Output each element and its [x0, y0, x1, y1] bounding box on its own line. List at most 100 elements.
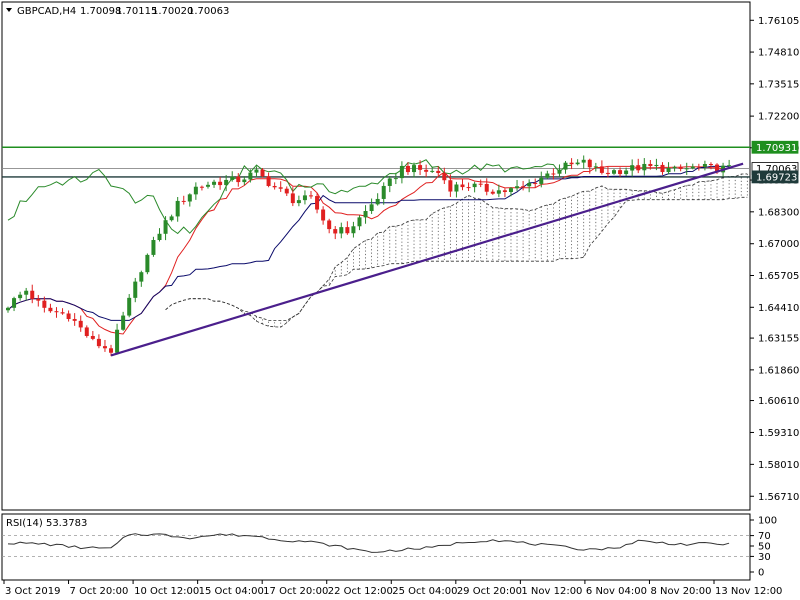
candle-body: [727, 165, 732, 167]
candle-body: [309, 195, 313, 197]
candle-body: [369, 204, 374, 212]
candle-body: [654, 164, 659, 167]
candle-body: [48, 307, 53, 312]
rsi-tick-label: 70: [758, 531, 771, 542]
candle-body: [218, 181, 223, 186]
price-badge: [751, 140, 799, 154]
rsi-line: [7, 533, 730, 553]
price-badge: [751, 170, 799, 184]
candle-body: [612, 170, 616, 174]
candle-body: [115, 329, 120, 353]
x-tick-label: 10 Oct 12:00: [134, 586, 199, 597]
candle-body: [618, 170, 623, 175]
x-tick-label: 17 Oct 20:00: [263, 586, 328, 597]
rsi-label: RSI(14) 53.3783: [6, 518, 87, 529]
candle-body: [78, 320, 83, 328]
rsi-tick-label: 30: [758, 552, 771, 563]
y-tick-label: 1.72200: [758, 112, 799, 123]
x-tick-label: 15 Oct 04:00: [199, 586, 264, 597]
candle-body: [527, 183, 532, 187]
tenkan-sen-line: [7, 165, 730, 335]
time-x-axis: 3 Oct 2019 7 Oct 20:00 10 Oct 12:00 15 Oct …: [3, 580, 782, 597]
rsi-line-group: [7, 533, 730, 553]
candle-body: [266, 176, 271, 186]
price-panel[interactable]: 1.761051.748101.735151.722001.709101.695…: [1, 1, 799, 511]
candle-body: [248, 172, 253, 180]
rsi-tick-label: 50: [758, 542, 771, 553]
rsi-tick-label: 0: [758, 568, 764, 579]
collapse-triangle-icon[interactable]: [6, 8, 12, 12]
candle-body: [145, 254, 150, 273]
candle-body: [630, 165, 635, 171]
candle-body: [515, 186, 520, 189]
price-badge-label: 1.70063: [756, 164, 797, 175]
candle-body: [648, 163, 653, 167]
candle-body: [236, 176, 241, 183]
candle-body: [393, 178, 398, 180]
candle-body: [296, 200, 301, 204]
candle-body: [357, 217, 362, 227]
candle-body: [642, 163, 647, 171]
candle-body: [199, 186, 204, 188]
y-tick-label: 1.58010: [758, 460, 799, 471]
x-tick-label: 22 Oct 12:00: [328, 586, 393, 597]
candle-body: [666, 167, 671, 173]
y-tick-label: 1.65705: [758, 271, 799, 282]
candle-body: [278, 187, 283, 189]
candle-body: [496, 190, 501, 194]
candle-body: [96, 338, 101, 347]
candle-body: [290, 193, 295, 204]
candle-body: [569, 162, 574, 165]
candle-body: [521, 186, 526, 188]
x-tick-label: 29 Oct 20:00: [457, 586, 522, 597]
candle-body: [624, 170, 629, 175]
candle-body: [127, 297, 132, 316]
ascending-trendline: [110, 162, 744, 357]
candle-body: [242, 179, 247, 183]
y-tick-label: 1.63155: [758, 334, 799, 345]
header-high: 1.70115: [116, 6, 157, 17]
candle-body: [139, 272, 144, 282]
candle-body: [90, 335, 95, 339]
candle-body: [599, 166, 604, 173]
price-y-axis: 1.761051.748101.735151.722001.709101.695…: [750, 16, 799, 503]
candles: [6, 155, 732, 357]
candle-body: [436, 170, 441, 174]
candle-body: [6, 307, 10, 311]
candle-body: [660, 164, 665, 173]
candle-body: [557, 169, 562, 174]
candle-body: [678, 166, 683, 169]
candle-body: [472, 183, 477, 188]
x-tick-label: 25 Oct 04:00: [392, 586, 457, 597]
candle-body: [575, 162, 580, 165]
candle-body: [690, 166, 695, 169]
candle-body: [102, 346, 107, 349]
candle-body: [448, 180, 453, 192]
price-badge-label: 1.69723: [756, 172, 797, 183]
candle-body: [254, 169, 259, 173]
header-open: 1.70098: [80, 6, 121, 17]
candle-body: [424, 169, 429, 172]
y-tick-label: 1.74810: [758, 48, 799, 59]
candle-body: [109, 348, 114, 353]
candle-body: [42, 300, 47, 308]
candle-body: [230, 176, 235, 180]
candle-body: [581, 159, 586, 163]
candle-body: [36, 298, 41, 301]
candle-body: [284, 188, 289, 194]
candle-body: [84, 327, 89, 336]
candle-body: [315, 196, 320, 210]
candle-body: [593, 166, 598, 168]
price-badge-label: 1.70931: [756, 143, 797, 154]
candle-body: [533, 183, 538, 185]
candle-body: [490, 191, 495, 194]
candle-body: [484, 183, 489, 192]
y-tick-label: 1.64410: [758, 303, 799, 314]
y-tick-label: 1.60610: [758, 396, 799, 407]
candle-body: [260, 169, 265, 177]
rsi-tick-label: 100: [758, 516, 777, 527]
indicator-lines: [7, 159, 730, 335]
